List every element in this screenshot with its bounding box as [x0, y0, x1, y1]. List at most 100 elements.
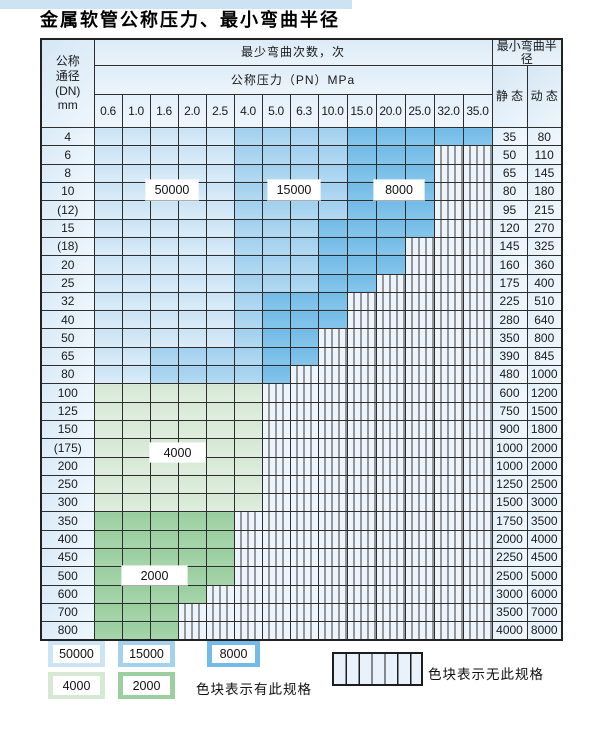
table-row: 450 2250 4500	[40, 548, 563, 568]
spec-cell	[93, 163, 123, 184]
pressure-value-header: 5.0	[261, 94, 291, 129]
spec-cell	[261, 474, 291, 495]
dn-cell: 700	[40, 602, 95, 623]
spec-cell	[93, 584, 123, 604]
dn-cell: 100	[40, 383, 95, 403]
spec-cell	[205, 529, 235, 550]
spec-cell	[289, 145, 319, 165]
dynamic-radius-cell: 325	[526, 236, 563, 257]
spec-cell	[121, 291, 151, 312]
spec-cell	[233, 236, 263, 257]
spec-cell	[433, 548, 464, 568]
spec-cell	[375, 163, 406, 184]
spec-cell	[205, 621, 235, 641]
spec-cell	[261, 456, 291, 476]
spec-cell	[93, 566, 123, 586]
spec-cell	[404, 438, 435, 458]
spec-cell	[433, 493, 464, 513]
dynamic-radius-cell: 145	[526, 163, 563, 184]
spec-cell	[289, 200, 319, 220]
spec-cell	[404, 310, 435, 330]
spec-cell	[317, 163, 348, 184]
spec-cell	[462, 438, 493, 458]
spec-cell	[177, 127, 207, 147]
table-row: 700 3500 7000	[40, 602, 563, 623]
spec-cell	[462, 365, 493, 385]
spec-cell	[433, 566, 464, 586]
spec-cell	[261, 419, 291, 440]
table-row: 350 1750 3500	[40, 511, 563, 531]
spec-cell	[121, 548, 151, 568]
spec-cell	[121, 383, 151, 403]
dn-cell: 350	[40, 511, 95, 531]
static-radius-cell: 4000	[491, 621, 528, 641]
spec-cell	[433, 474, 464, 495]
dynamic-radius-cell: 3000	[526, 493, 563, 513]
spec-cell	[346, 621, 377, 641]
table-row: 6 50 110	[40, 145, 563, 165]
spec-cell	[177, 145, 207, 165]
spec-cell	[317, 346, 348, 367]
spec-cell	[433, 182, 464, 202]
table-row: 400 2000 4000	[40, 529, 563, 550]
spec-cell	[205, 310, 235, 330]
spec-cell	[149, 365, 179, 385]
spec-cell	[205, 127, 235, 147]
table-row: 80 480 1000	[40, 365, 563, 385]
spec-cell	[289, 474, 319, 495]
spec-cell	[462, 602, 493, 623]
spec-cell	[346, 218, 377, 238]
spec-cell	[261, 310, 291, 330]
spec-cell	[404, 493, 435, 513]
static-radius-cell: 390	[491, 346, 528, 367]
spec-cell	[289, 602, 319, 623]
spec-cell	[346, 236, 377, 257]
spec-cell	[121, 438, 151, 458]
spec-cell	[177, 328, 207, 348]
table-row: 600 3000 6000	[40, 584, 563, 604]
spec-cell	[433, 236, 464, 257]
static-radius-cell: 225	[491, 291, 528, 312]
spec-cell	[404, 346, 435, 367]
spec-cell	[346, 401, 377, 421]
spec-cell	[149, 310, 179, 330]
spec-cell	[177, 548, 207, 568]
legend-swatch-8000: 8000	[207, 641, 260, 667]
spec-cell	[121, 401, 151, 421]
spec-cell	[375, 401, 406, 421]
spec-cell	[317, 218, 348, 238]
spec-cell	[121, 474, 151, 495]
spec-cell	[261, 493, 291, 513]
table-row: 100 600 1200	[40, 383, 563, 403]
spec-cell	[462, 273, 493, 293]
dynamic-radius-cell: 3500	[526, 511, 563, 531]
spec-cell	[289, 621, 319, 641]
spec-cell	[121, 255, 151, 275]
spec-cell	[433, 310, 464, 330]
spec-cell	[205, 346, 235, 367]
spec-cell	[93, 127, 123, 147]
spec-cell	[404, 273, 435, 293]
spec-cell	[121, 511, 151, 531]
spec-cell	[177, 310, 207, 330]
spec-cell	[233, 584, 263, 604]
spec-cell	[317, 255, 348, 275]
spec-cell	[177, 493, 207, 513]
table-row: (12) 95 215	[40, 200, 563, 220]
spec-cell	[261, 163, 291, 184]
spec-cell	[149, 621, 179, 641]
spec-cell	[433, 419, 464, 440]
spec-cell	[93, 273, 123, 293]
dynamic-radius-cell: 110	[526, 145, 563, 165]
zone-label-2000: 2000	[122, 566, 187, 585]
spec-cell	[433, 511, 464, 531]
dn-cell: (18)	[40, 236, 95, 257]
legend-swatch-2000: 2000	[118, 672, 175, 699]
spec-cell	[289, 310, 319, 330]
spec-cell	[177, 511, 207, 531]
spec-cell	[177, 273, 207, 293]
spec-cell	[433, 401, 464, 421]
spec-cell	[205, 365, 235, 385]
spec-cell	[346, 584, 377, 604]
pressure-value-header: 0.6	[93, 94, 123, 129]
